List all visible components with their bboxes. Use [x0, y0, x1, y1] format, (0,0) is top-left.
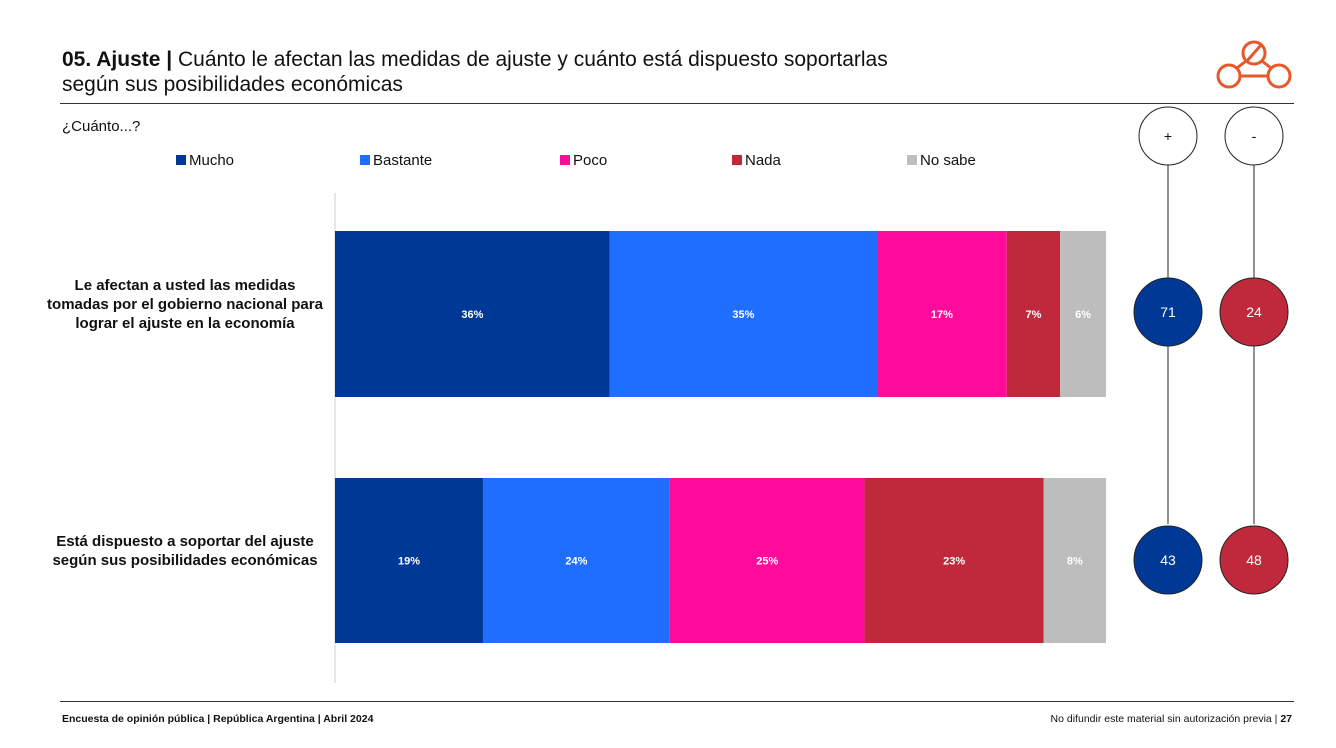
data-label: 6%: [1075, 309, 1091, 321]
data-label: 23%: [943, 556, 965, 568]
data-label: 35%: [732, 309, 754, 321]
legend-item-nada: Nada: [732, 152, 781, 169]
legend-label-mucho: Mucho: [189, 152, 235, 169]
legend-label-no-sabe: No sabe: [920, 152, 976, 169]
bar-segment-bastante: [609, 231, 877, 397]
summary-header-circle: [1224, 106, 1284, 166]
legend-item-no-sabe: No sabe: [907, 152, 976, 169]
summary-header-circle: [1138, 106, 1198, 166]
legend-label-poco: Poco: [573, 152, 608, 169]
title-line2: según sus posibilidades económicas: [62, 73, 403, 96]
summary-circle-plus: [1133, 277, 1203, 347]
row-label-afectan: Le afectan a usted las medidas tomadas p…: [47, 277, 323, 332]
bar-segment-no-sabe: [1043, 478, 1106, 643]
bar-segment-bastante: [482, 478, 670, 643]
summary-circle-minus: [1219, 525, 1289, 595]
legend-swatch-icon: [560, 155, 570, 165]
footer-disclaimer-text: No difundir este material sin autorizaci…: [1050, 713, 1281, 725]
footer-divider: [60, 701, 1294, 702]
page-number: 27: [1280, 713, 1292, 725]
row-label-dispuesto: Está dispuesto a soportar del ajuste seg…: [52, 533, 318, 569]
legend-swatch-icon: [360, 155, 370, 165]
legend-label-bastante: Bastante: [373, 152, 433, 169]
data-label: 17%: [931, 309, 953, 321]
page-title: 05. Ajuste | Cuánto le afectan las medid…: [62, 47, 1122, 97]
legend-swatch-icon: [732, 155, 742, 165]
data-label: 36%: [461, 309, 483, 321]
title-section: 05. Ajuste |: [62, 48, 173, 71]
title-text: Cuánto le afectan las medidas de ajuste …: [172, 48, 888, 71]
legend-label-nada: Nada: [745, 152, 781, 169]
legend-swatch-icon: [907, 155, 917, 165]
bar-segment-no-sabe: [1060, 231, 1106, 397]
summary-value-minus: 24: [1246, 304, 1262, 320]
summary-value-minus: 48: [1246, 552, 1262, 568]
brand-logo-icon: [1216, 40, 1292, 89]
legend-item-bastante: Bastante: [360, 152, 432, 169]
bar-segment-mucho: [335, 478, 483, 643]
bar-segment-nada: [1006, 231, 1061, 397]
bar-segment-nada: [864, 478, 1044, 643]
bar-segment-mucho: [335, 231, 610, 397]
legend-item-mucho: Mucho: [176, 152, 234, 169]
legend-item-poco: Poco: [560, 152, 607, 169]
data-label: 19%: [398, 556, 420, 568]
title-divider: [60, 103, 1294, 104]
data-label: 7%: [1026, 309, 1042, 321]
data-label: 25%: [756, 556, 778, 568]
summary-value-plus: 71: [1160, 304, 1176, 320]
question-label: ¿Cuánto...?: [62, 118, 141, 135]
bar-segment-poco: [669, 478, 865, 643]
summary-circle-minus: [1219, 277, 1289, 347]
summary-circle-plus: [1133, 525, 1203, 595]
footer-source: Encuesta de opinión pública | República …: [62, 713, 374, 725]
data-label: 24%: [565, 556, 587, 568]
bar-segment-poco: [876, 231, 1007, 397]
summary-value-plus: 43: [1160, 552, 1176, 568]
footer-disclaimer: No difundir este material sin autorizaci…: [1051, 713, 1292, 725]
summary-header-label: -: [1252, 128, 1257, 144]
data-label: 8%: [1067, 556, 1083, 568]
legend-swatch-icon: [176, 155, 186, 165]
summary-header-label: +: [1164, 128, 1172, 144]
